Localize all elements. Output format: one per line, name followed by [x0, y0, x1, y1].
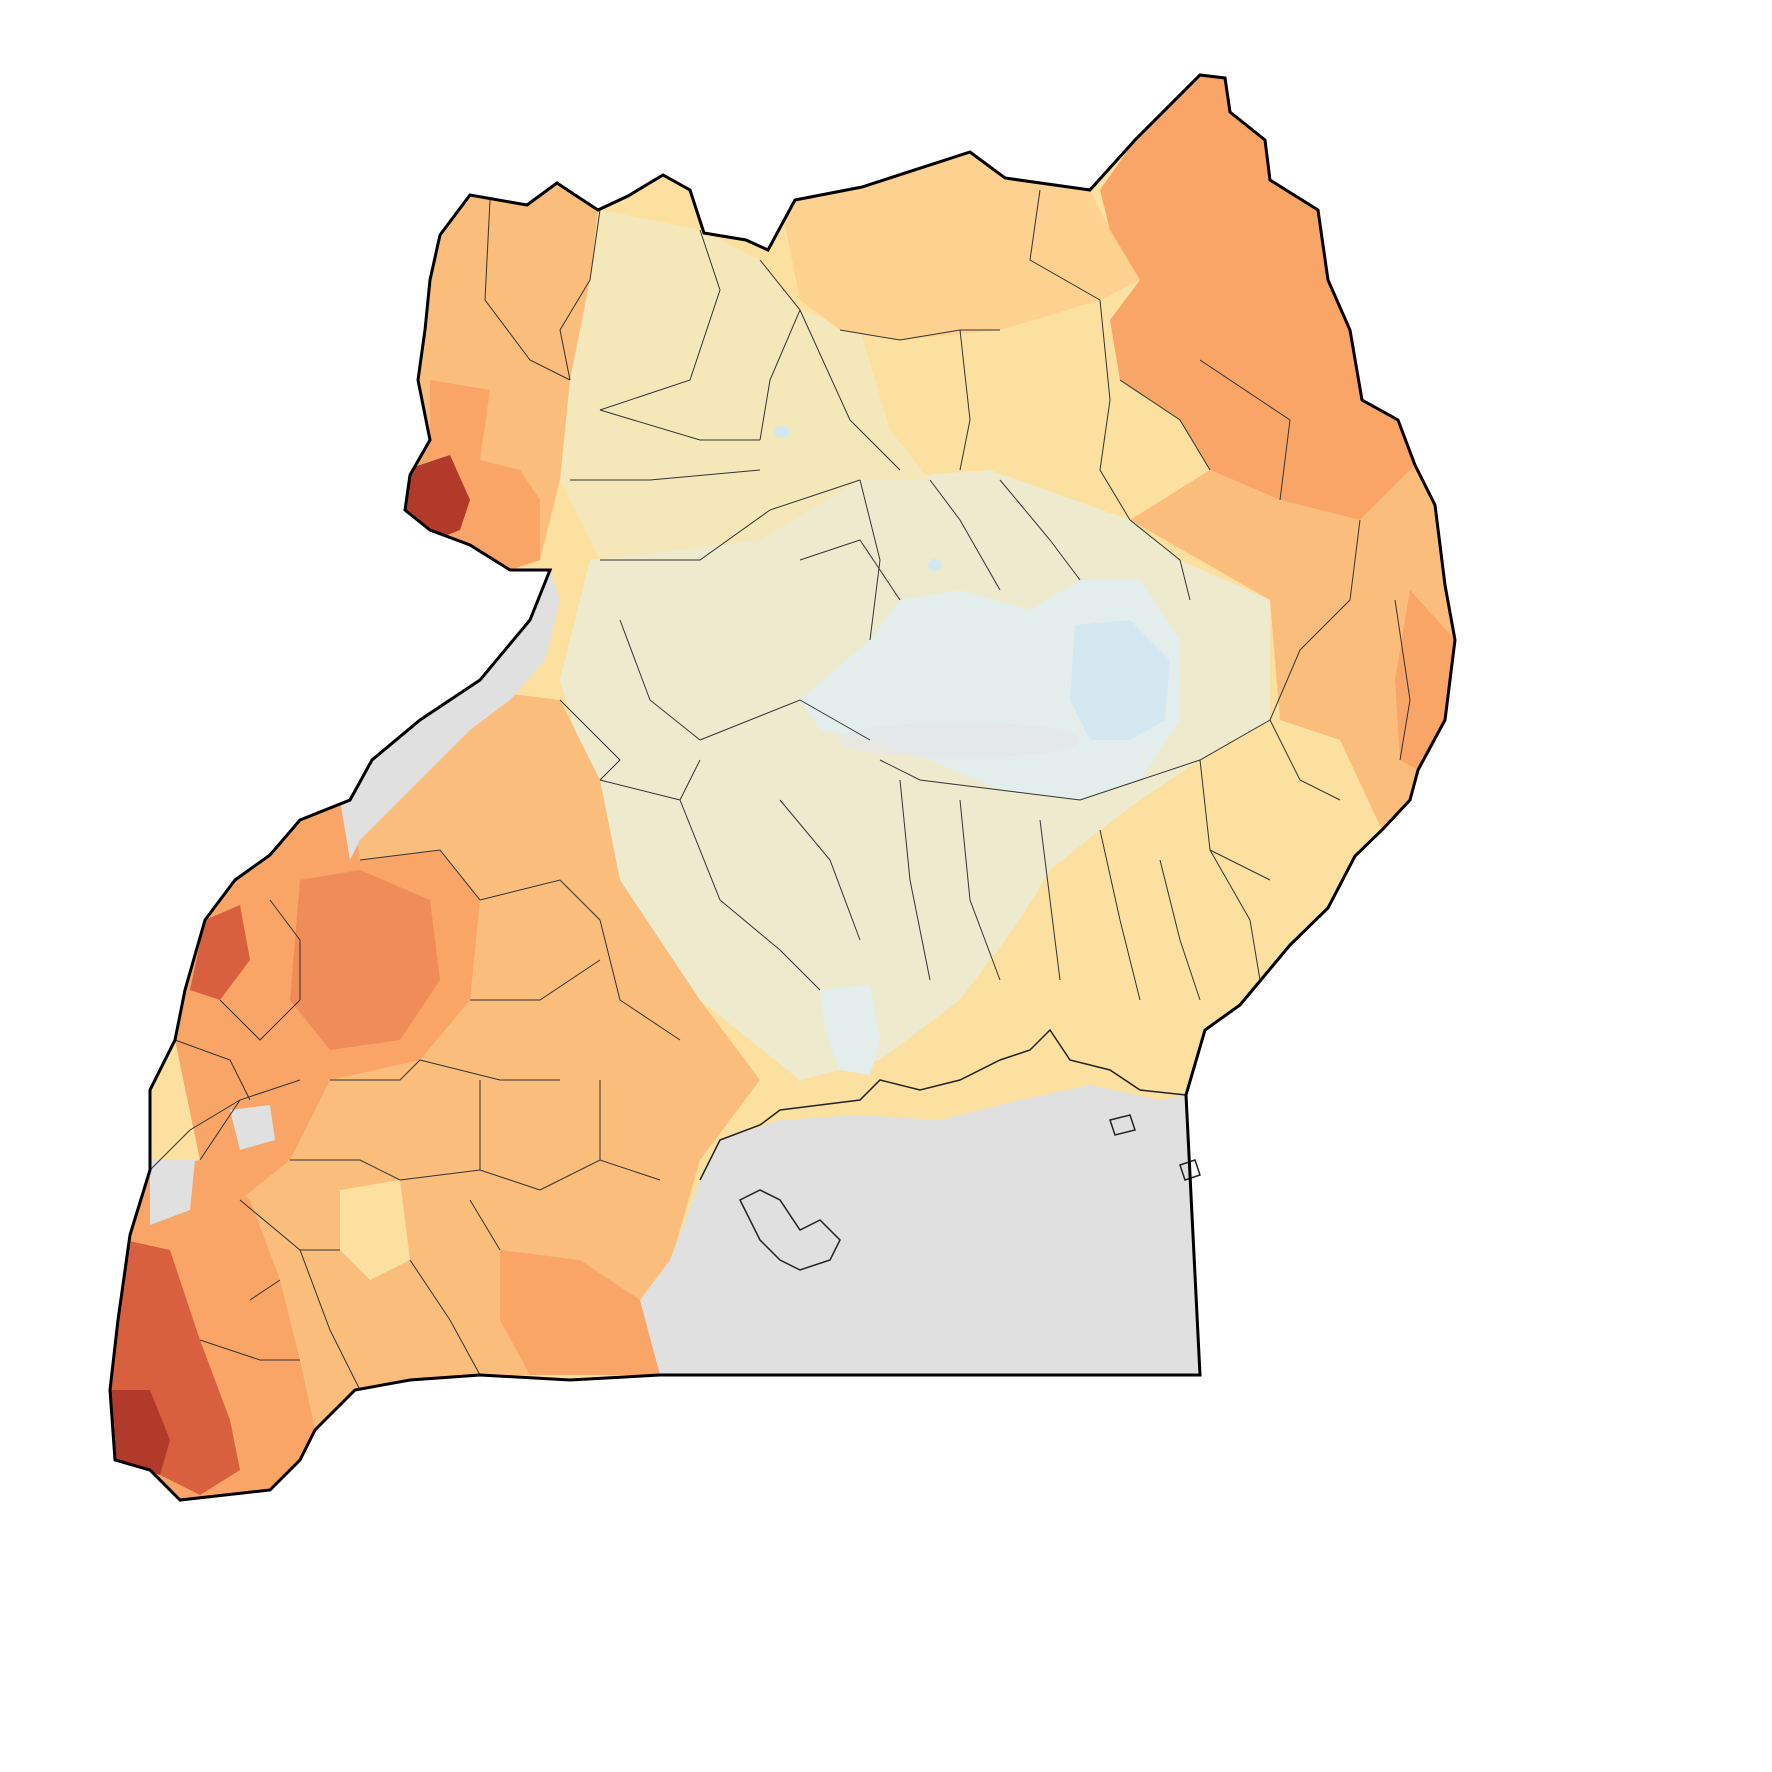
lake-kyoga — [840, 722, 1080, 758]
region-south-orange — [500, 1250, 660, 1375]
region-west-edge-red — [190, 905, 250, 1000]
region-east-light-orange — [1130, 465, 1455, 830]
lake-shoreline — [699, 1028, 1201, 1271]
region-southwest-dark-red — [110, 1390, 170, 1475]
region-lake-area-blue — [1070, 620, 1170, 740]
region-west-dark-orange — [290, 870, 440, 1050]
region-north-cream — [560, 210, 930, 560]
lake-george — [230, 1105, 275, 1150]
small-lake-east — [1105, 691, 1119, 703]
region-east-strip-orange — [1395, 590, 1455, 770]
district-borders — [149, 189, 1411, 1391]
small-lake-north — [774, 426, 790, 438]
uganda-outline — [108, 73, 1457, 1502]
lake-victoria — [640, 1085, 1200, 1375]
region-northwest-dark-red — [405, 455, 470, 540]
lake-albert — [340, 570, 560, 860]
lake-edward — [150, 1160, 195, 1225]
region-north-yellow — [780, 152, 1140, 340]
region-northeast-orange — [1100, 75, 1415, 520]
region-southwest-yellow — [340, 1180, 410, 1280]
region-south-blue — [820, 985, 880, 1075]
small-lake-center — [928, 559, 942, 571]
